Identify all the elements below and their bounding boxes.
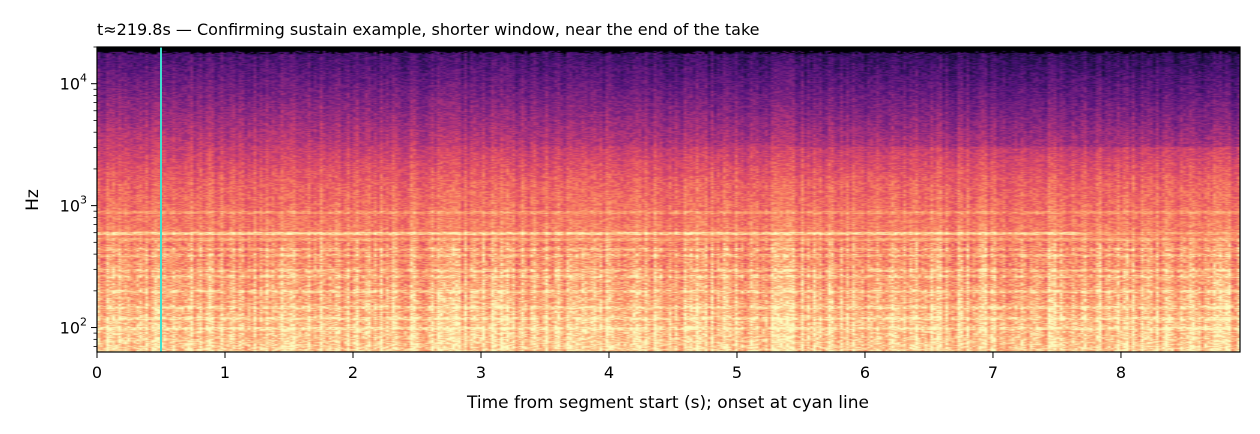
spectrogram-image [97,47,1240,352]
x-tick-label: 3 [476,363,486,382]
y-tick-label: 102 [60,316,87,338]
y-tick-label: 103 [60,194,87,216]
plot-frame [96,46,1241,353]
y-axis-label: Hz [23,189,43,211]
chart-title: t≈219.8s — Confirming sustain example, s… [97,20,759,39]
x-tick-label: 5 [732,363,742,382]
x-axis-label: Time from segment start (s); onset at cy… [466,393,869,413]
y-tick-exponent: 4 [80,72,87,85]
x-tick-label: 8 [1116,363,1126,382]
x-tick-label: 2 [348,363,358,382]
y-tick-base: 10 [60,319,80,338]
x-tick-label: 0 [92,363,102,382]
x-tick-label: 4 [604,363,614,382]
x-tick-label: 1 [220,363,230,382]
y-tick-label: 104 [60,72,87,94]
x-tick-label: 6 [860,363,870,382]
x-axis-ticks: 0 1 2 3 4 5 6 7 8 [92,352,1126,382]
x-tick-label: 7 [988,363,998,382]
spectrogram-plot-area [96,46,1241,353]
y-tick-exponent: 3 [80,194,87,207]
y-tick-exponent: 2 [80,316,87,329]
y-tick-base: 10 [60,75,80,94]
y-tick-base: 10 [60,197,80,216]
